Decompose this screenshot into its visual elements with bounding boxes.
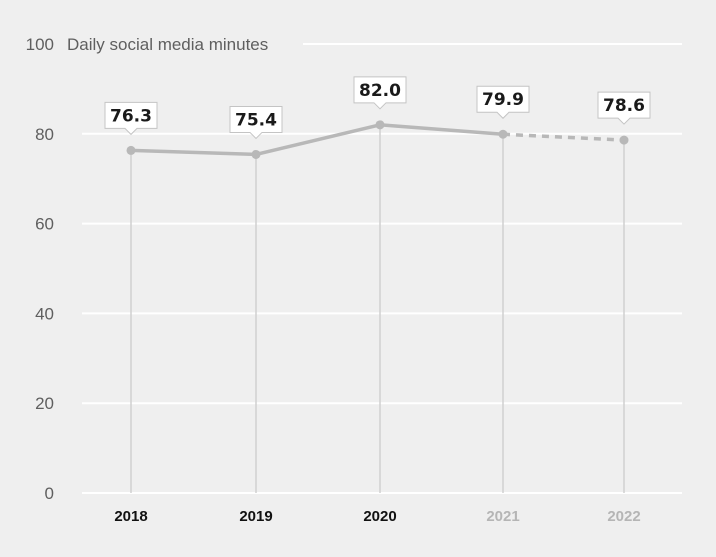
- x-tick-label-2020: 2020: [363, 508, 396, 525]
- y-tick-label: 20: [35, 394, 54, 413]
- y-axis: 0 20 40 60 80 100: [26, 35, 54, 503]
- data-label-text: 75.4: [235, 110, 277, 130]
- data-label-box: [476, 85, 530, 119]
- gridlines: [82, 43, 682, 494]
- series-line: [129, 123, 625, 157]
- data-point-2020: [375, 120, 385, 130]
- data-point-2021: [498, 129, 508, 139]
- line-segment-2018-2019: [129, 148, 258, 157]
- data-label-box: [353, 76, 407, 110]
- data-label-2021: 79.9: [476, 85, 530, 119]
- data-label-box: [597, 91, 651, 125]
- y-axis-title: Daily social media minutes: [67, 35, 268, 54]
- data-point-2022: [619, 135, 629, 145]
- data-label-box: [229, 105, 283, 140]
- data-point-2019: [251, 149, 261, 159]
- data-label-2022: 78.6: [597, 91, 651, 125]
- x-tick-label-2018: 2018: [114, 508, 147, 525]
- x-tick-label-2021: 2021: [486, 508, 519, 525]
- y-tick-label: 80: [35, 125, 54, 144]
- data-label-text: 78.6: [603, 96, 645, 116]
- data-label-text: 82.0: [359, 81, 401, 101]
- data-labels: 76.3 75.4 82.0 79.9 78.6: [104, 76, 651, 140]
- data-label-text: 76.3: [110, 106, 152, 126]
- y-tick-label: 40: [35, 304, 54, 323]
- data-label-2018: 76.3: [104, 101, 158, 136]
- x-tick-label-2019: 2019: [239, 508, 272, 525]
- y-tick-label: 100: [26, 35, 54, 54]
- data-points: [126, 120, 629, 159]
- data-label-box: [104, 101, 158, 136]
- data-label-text: 79.9: [482, 90, 524, 110]
- x-axis: 2018 2019 2020 2021 2022: [114, 508, 640, 525]
- x-tick-label-2022: 2022: [607, 508, 640, 525]
- data-point-2018: [126, 145, 136, 155]
- forecast-segment-2021-2022: [502, 132, 625, 142]
- line-segment-2020-2021: [378, 123, 505, 136]
- y-tick-label: 60: [35, 215, 54, 234]
- drop-lines: [130, 124, 625, 493]
- data-label-2020: 82.0: [353, 76, 407, 110]
- y-tick-label: 0: [45, 484, 54, 503]
- data-label-2019: 75.4: [229, 105, 283, 140]
- line-segment-2019-2020: [254, 123, 382, 157]
